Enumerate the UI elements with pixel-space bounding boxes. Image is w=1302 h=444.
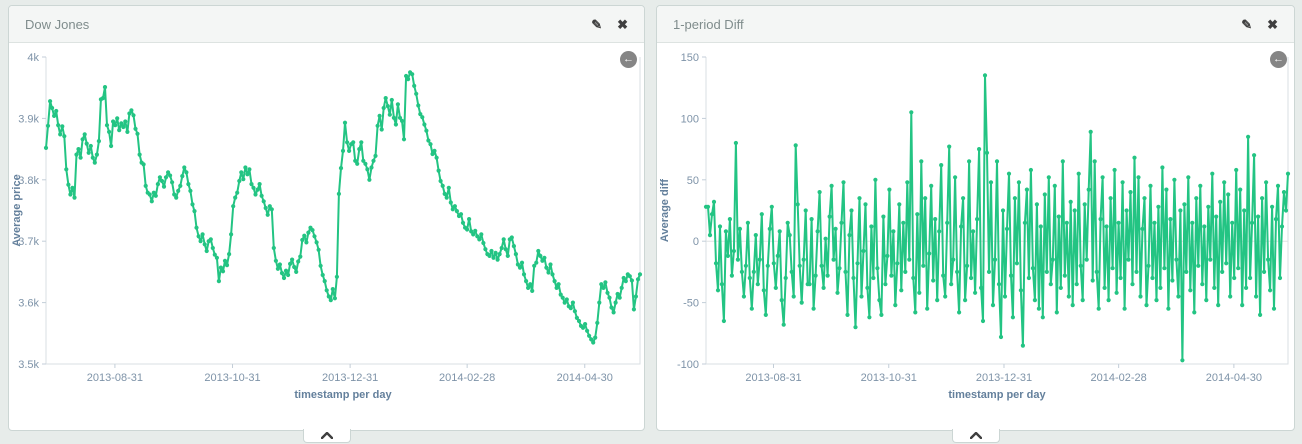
svg-text:4k: 4k (27, 52, 39, 64)
svg-text:2013-08-31: 2013-08-31 (745, 372, 801, 384)
svg-text:-100: -100 (677, 359, 699, 371)
close-panel-icon[interactable]: ✖ (1267, 16, 1278, 32)
edit-panel-icon[interactable]: ✎ (591, 16, 603, 32)
diff-chart[interactable]: 150 100 50 0 -50 -100 2013-08-31 2013-10-31 2013… (657, 43, 1294, 431)
svg-text:Average price: Average price (11, 174, 23, 246)
panel-dow-jones: Dow Jones ✎ ✖ 4k 3.9k 3.8k 3.7k 3.6k 3.5k 2013… (8, 5, 645, 443)
svg-text:2014-02-28: 2014-02-28 (439, 372, 495, 384)
panel-header-actions: ✎ ✖ (1241, 18, 1278, 31)
svg-text:2014-04-30: 2014-04-30 (1206, 372, 1262, 384)
svg-text:0: 0 (693, 236, 699, 248)
svg-text:3.7k: 3.7k (18, 236, 39, 248)
svg-text:150: 150 (681, 52, 699, 64)
panel-1-period-diff: 1-period Diff ✎ ✖ 150 100 50 0 -50 -100 2013-0… (656, 5, 1295, 443)
svg-text:3.9k: 3.9k (18, 113, 39, 125)
svg-text:2014-02-28: 2014-02-28 (1090, 372, 1146, 384)
panel-header-dow-jones: Dow Jones ✎ ✖ (9, 6, 644, 43)
svg-text:timestamp per day: timestamp per day (948, 389, 1046, 401)
panel-title: Dow Jones (25, 16, 90, 32)
back-arrow-icon[interactable]: ← (620, 51, 637, 68)
back-arrow-icon[interactable]: ← (1270, 51, 1287, 68)
collapse-panel-tab[interactable] (302, 429, 351, 443)
chevron-up-icon (320, 432, 333, 439)
svg-text:3.8k: 3.8k (18, 175, 39, 187)
panel-header-1-period-diff: 1-period Diff ✎ ✖ (657, 6, 1294, 43)
close-panel-icon[interactable]: ✖ (617, 16, 628, 32)
collapse-panel-tab[interactable] (951, 429, 1000, 443)
chart-canvas: 4k 3.9k 3.8k 3.7k 3.6k 3.5k 2013-08-31 2013-10-… (11, 52, 643, 401)
panel-header-actions: ✎ ✖ (591, 18, 628, 31)
svg-text:3.5k: 3.5k (18, 359, 39, 371)
svg-text:2013-12-31: 2013-12-31 (322, 372, 378, 384)
chart-canvas: 150 100 50 0 -50 -100 2013-08-31 2013-10-31 2013… (659, 52, 1291, 401)
svg-text:100: 100 (681, 113, 699, 125)
svg-text:50: 50 (687, 175, 699, 187)
svg-text:2013-10-31: 2013-10-31 (861, 372, 917, 384)
panel-title: 1-period Diff (673, 16, 744, 32)
edit-panel-icon[interactable]: ✎ (1241, 16, 1253, 32)
svg-text:3.6k: 3.6k (18, 298, 39, 310)
svg-text:2013-12-31: 2013-12-31 (976, 372, 1032, 384)
svg-text:2013-10-31: 2013-10-31 (204, 372, 260, 384)
chevron-up-icon (969, 432, 982, 439)
svg-text:timestamp per day: timestamp per day (294, 389, 392, 401)
price-chart[interactable]: 4k 3.9k 3.8k 3.7k 3.6k 3.5k 2013-08-31 2013-10-… (9, 43, 644, 431)
svg-text:2014-04-30: 2014-04-30 (557, 372, 613, 384)
svg-text:-50: -50 (683, 298, 699, 310)
svg-text:Average diff: Average diff (659, 179, 671, 243)
svg-text:2013-08-31: 2013-08-31 (87, 372, 143, 384)
